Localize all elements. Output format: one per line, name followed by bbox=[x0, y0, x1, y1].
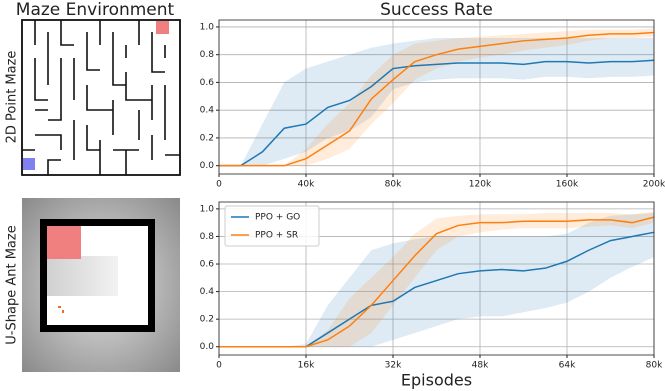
y-tick-label: 0.6 bbox=[200, 260, 215, 270]
panel-title: Maze Environment bbox=[16, 0, 175, 20]
legend-label: PPO + GO bbox=[255, 213, 300, 223]
row-label: 2D Point Maze bbox=[5, 51, 20, 144]
x-tick-label: 80k bbox=[646, 361, 663, 371]
y-tick-label: 0.8 bbox=[200, 50, 215, 60]
x-tick-label: 120k bbox=[469, 180, 492, 190]
x-tick-label: 0 bbox=[216, 361, 222, 371]
plot-frame bbox=[218, 201, 655, 356]
y-tick-label: 0.2 bbox=[200, 133, 214, 143]
x-tick-label: 32k bbox=[385, 361, 402, 371]
line bbox=[219, 31, 655, 167]
chart-title: Success Rate bbox=[380, 0, 493, 20]
y-tick-label: 0.6 bbox=[200, 78, 215, 88]
x-tick-label: 200k bbox=[643, 180, 665, 190]
row-label: U-Shape Ant Maze bbox=[5, 225, 20, 344]
y-tick-label: 0.0 bbox=[200, 161, 215, 171]
y-tick-label: 0.4 bbox=[200, 287, 215, 297]
x-tick-label: 64k bbox=[559, 361, 576, 371]
point-maze bbox=[21, 19, 181, 176]
y-tick-label: 0.2 bbox=[200, 315, 214, 325]
y-tick-label: 0.0 bbox=[200, 342, 215, 352]
y-tick-label: 1.0 bbox=[200, 22, 215, 32]
y-tick-label: 1.0 bbox=[200, 204, 215, 214]
x-tick-label: 80k bbox=[385, 180, 402, 190]
line bbox=[219, 216, 655, 348]
legend-label: PPO + SR bbox=[255, 231, 298, 241]
confidence-band bbox=[219, 211, 654, 347]
confidence-band bbox=[219, 38, 654, 166]
x-tick-label: 40k bbox=[298, 180, 315, 190]
x-tick-label: 160k bbox=[556, 180, 579, 190]
x-tick-label: 48k bbox=[472, 361, 489, 371]
plot-frame bbox=[218, 19, 655, 175]
legend-box bbox=[224, 205, 320, 247]
y-tick-label: 0.4 bbox=[200, 106, 215, 116]
x-tick-label: 0 bbox=[216, 180, 222, 190]
confidence-band bbox=[219, 28, 654, 166]
y-tick-label: 0.8 bbox=[200, 232, 215, 242]
ant-maze bbox=[22, 198, 180, 372]
x-axis-label: Episodes bbox=[401, 371, 472, 390]
x-tick-label: 16k bbox=[298, 361, 315, 371]
line bbox=[219, 59, 655, 167]
